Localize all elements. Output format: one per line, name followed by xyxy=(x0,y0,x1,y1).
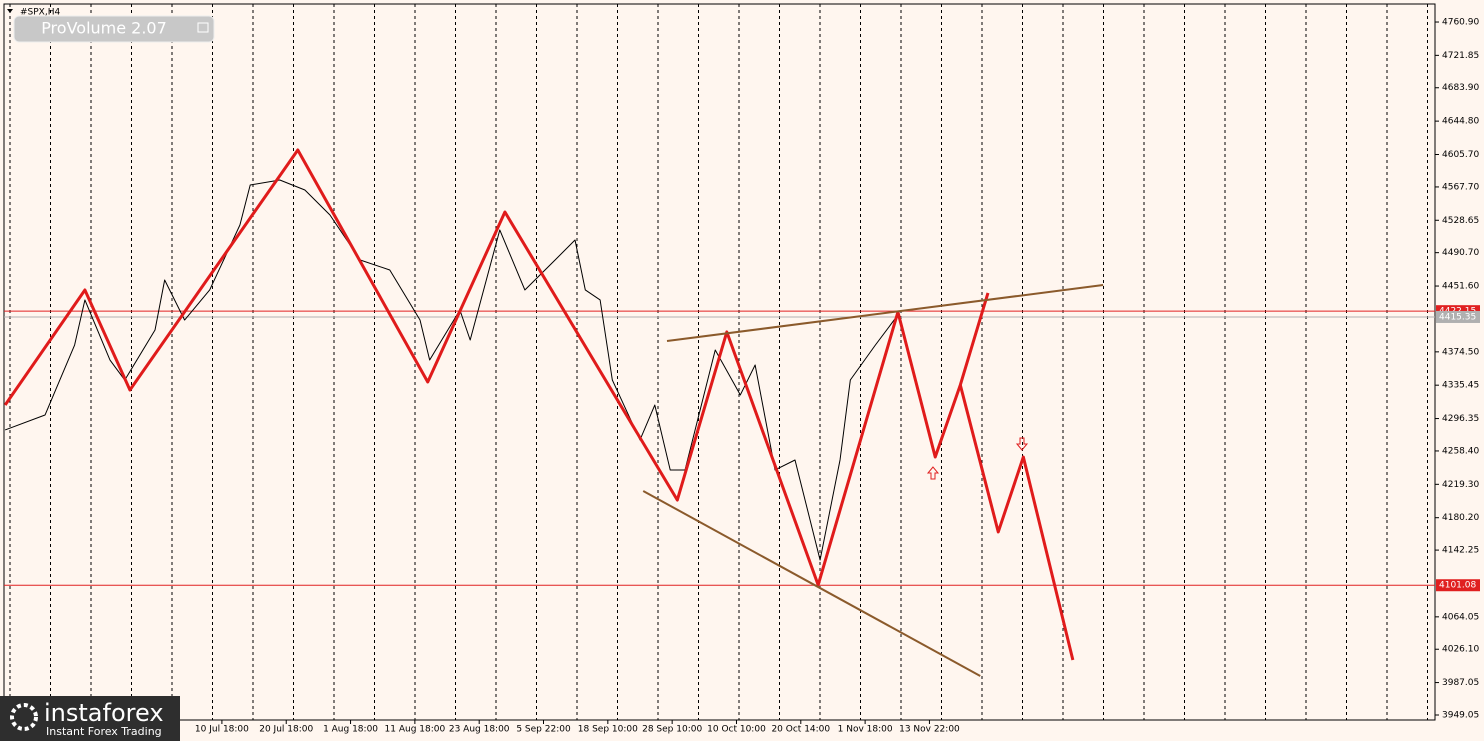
y-tick-label: 4490.70 xyxy=(1442,248,1479,258)
lines xyxy=(3,148,1104,677)
x-tick-label: 1 Aug 18:00 xyxy=(323,725,378,735)
forecast-arrows xyxy=(926,437,1029,480)
x-tick-label: 11 Aug 18:00 xyxy=(385,725,446,735)
x-tick-label: 10 Jul 18:00 xyxy=(195,725,249,735)
y-tick-label: 4335.45 xyxy=(1442,381,1479,391)
watermark: instaforex Instant Forex Trading xyxy=(0,696,180,741)
indicator-label: ProVolume 2.07 xyxy=(41,19,167,38)
y-tick-label: 4064.05 xyxy=(1442,612,1479,622)
indicator-icon xyxy=(197,22,209,33)
price-label-box xyxy=(1436,579,1480,592)
y-tick-label: 4296.35 xyxy=(1442,414,1479,424)
symbol-title: #SPX,H4 xyxy=(20,8,60,18)
x-tick-label: 20 Jul 18:00 xyxy=(259,725,313,735)
price-label: 4101.08 xyxy=(1439,581,1476,591)
x-tick-label: 10 Oct 10:00 xyxy=(707,725,766,735)
price-label: 4415.35 xyxy=(1439,312,1476,322)
levels xyxy=(4,310,1435,586)
arrow-down xyxy=(1015,437,1029,451)
indicator-box[interactable] xyxy=(13,15,215,43)
x-tick-label: 13 Nov 22:00 xyxy=(899,725,960,735)
y-tick-label: 3949.05 xyxy=(1442,711,1479,721)
series-line xyxy=(4,179,899,561)
series-line xyxy=(958,384,1075,661)
watermark-brand: instaforex xyxy=(44,699,164,727)
watermark-tagline: Instant Forex Trading xyxy=(46,725,162,738)
y-tick-label: 4567.70 xyxy=(1442,182,1479,192)
y-tick-label: 4760.90 xyxy=(1442,18,1479,28)
y-tick-label: 3987.05 xyxy=(1442,678,1479,688)
y-tick-label: 4142.25 xyxy=(1442,546,1479,556)
period-separators xyxy=(9,4,1428,720)
indicator-button[interactable]: ProVolume 2.07 xyxy=(13,15,215,43)
axes: 4760.90 4721.85 4683.90 4644.80 4605.70 4567.… xyxy=(195,18,1480,735)
x-tick-label: 20 Oct 14:00 xyxy=(771,725,830,735)
y-tick-label: 4258.40 xyxy=(1442,446,1479,456)
plot-frame xyxy=(3,3,1436,721)
arrow-up xyxy=(926,466,940,480)
x-tick-label: 18 Sep 10:00 xyxy=(578,725,638,735)
series-line xyxy=(642,490,981,677)
y-tick-label: 4683.90 xyxy=(1442,83,1479,93)
y-tick-label: 4605.70 xyxy=(1442,150,1479,160)
y-tick-label: 4721.85 xyxy=(1442,51,1479,61)
series-line xyxy=(3,148,990,587)
x-tick-label: 28 Sep 10:00 xyxy=(642,725,702,735)
title-arrow xyxy=(7,9,13,13)
x-tick-label: 23 Aug 18:00 xyxy=(449,725,510,735)
y-tick-label: 4374.50 xyxy=(1442,347,1479,357)
x-tick-label: 5 Sep 22:00 xyxy=(516,725,571,735)
y-tick-label: 4644.80 xyxy=(1442,117,1479,127)
series-line xyxy=(666,284,1104,342)
y-tick-label: 4180.20 xyxy=(1442,513,1479,523)
y-tick-label: 4026.10 xyxy=(1442,645,1479,655)
watermark-box xyxy=(0,696,180,741)
y-tick-label: 4451.60 xyxy=(1442,282,1479,292)
y-tick-label: 4528.65 xyxy=(1442,216,1479,226)
y-tick-label: 4219.30 xyxy=(1442,480,1479,490)
price-label-box xyxy=(1436,310,1480,323)
watermark-logo xyxy=(10,703,38,731)
x-tick-label: 1 Nov 18:00 xyxy=(838,725,893,735)
